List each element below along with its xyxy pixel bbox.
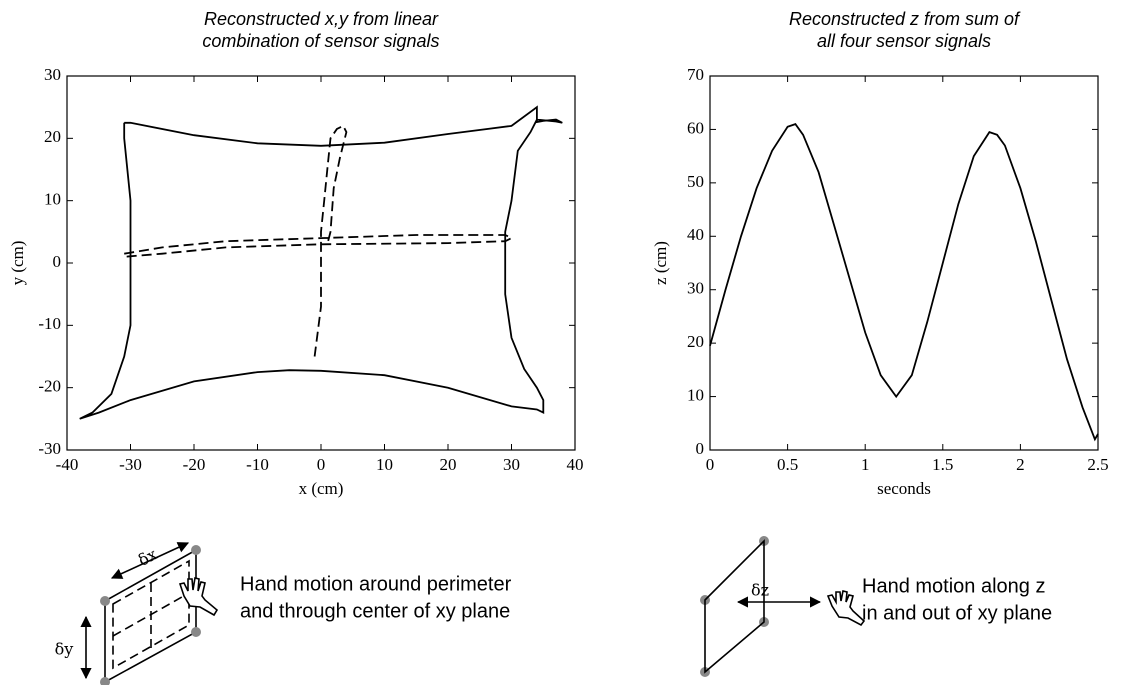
chart-title: combination of sensor signals	[202, 31, 439, 51]
y-axis-label: z (cm)	[651, 241, 670, 285]
y-tick-label: 40	[687, 225, 704, 244]
x-axis-label: seconds	[877, 479, 931, 498]
x-tick-label: 0	[706, 455, 715, 474]
y-tick-label: 20	[44, 127, 61, 146]
x-tick-label: 2	[1016, 455, 1025, 474]
note-line: Hand motion along z	[862, 575, 1045, 597]
data-line	[709, 123, 1099, 442]
note-line: Hand motion around perimeter	[240, 573, 512, 595]
y-tick-label: 70	[687, 65, 704, 84]
data-line	[79, 105, 563, 420]
y-tick-label: 60	[687, 118, 704, 137]
z-diagram	[704, 539, 866, 674]
y-tick-label: 20	[687, 332, 704, 351]
x-tick-label: 1	[861, 455, 870, 474]
chart-title: all four sensor signals	[817, 31, 991, 51]
note-line: and through center of xy plane	[240, 600, 510, 622]
x-tick-label: -40	[56, 455, 79, 474]
x-axis-label: x (cm)	[299, 479, 344, 498]
data-line	[124, 124, 514, 357]
y-axis-label: y (cm)	[8, 241, 27, 286]
x-tick-label: 10	[376, 455, 393, 474]
y-tick-label: 0	[696, 439, 705, 458]
x-tick-label: 30	[503, 455, 520, 474]
chart-title: Reconstructed x,y from linear	[204, 9, 439, 29]
x-tick-label: 1.5	[932, 455, 953, 474]
x-tick-label: 0.5	[777, 455, 798, 474]
x-tick-label: 0	[317, 455, 326, 474]
x-tick-label: 2.5	[1087, 455, 1108, 474]
y-tick-label: -20	[38, 377, 61, 396]
y-tick-label: 10	[687, 385, 704, 404]
y-tick-label: 30	[687, 279, 704, 298]
y-tick-label: 50	[687, 172, 704, 191]
y-tick-label: -30	[38, 439, 61, 458]
x-tick-label: -30	[119, 455, 142, 474]
x-tick-label: -10	[246, 455, 269, 474]
x-tick-label: 20	[440, 455, 457, 474]
x-tick-label: -20	[183, 455, 206, 474]
y-tick-label: 0	[53, 252, 62, 271]
x-tick-label: 40	[567, 455, 584, 474]
y-tick-label: -10	[38, 314, 61, 333]
note-line: in and out of xy plane	[862, 602, 1052, 624]
plot-frame	[709, 75, 1099, 451]
y-tick-label: 30	[44, 65, 61, 84]
delta-z-label: δz	[751, 581, 769, 600]
y-tick-label: 10	[44, 190, 61, 209]
delta-y-label: δy	[55, 640, 74, 659]
chart-title: Reconstructed z from sum of	[789, 9, 1021, 29]
